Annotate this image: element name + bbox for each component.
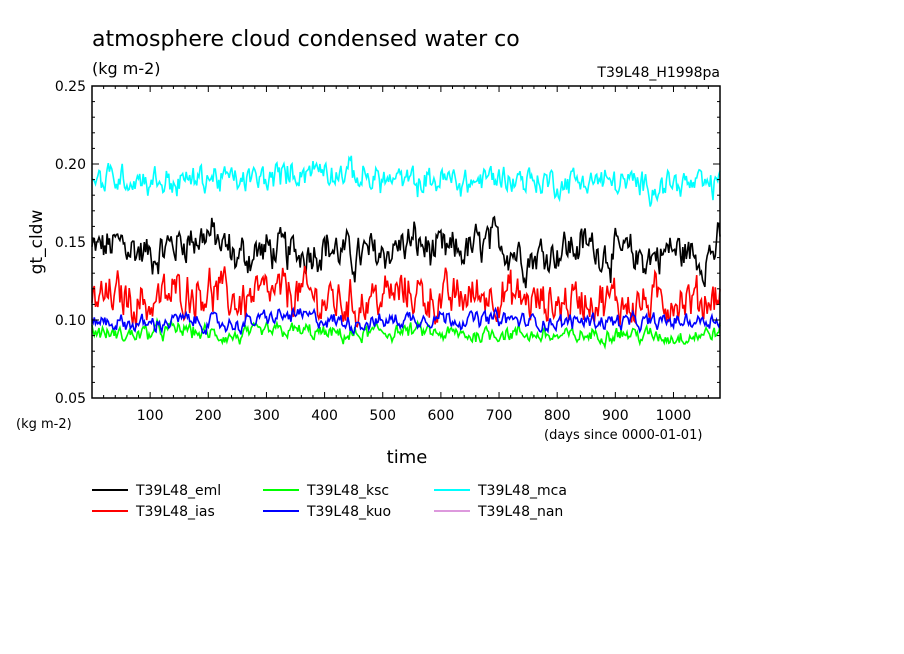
y-tick-label: 0.25 bbox=[55, 79, 86, 95]
x-tick-label: 300 bbox=[253, 408, 280, 424]
y-tick-label: 0.15 bbox=[55, 235, 86, 251]
x-tick-label: 700 bbox=[486, 408, 513, 424]
plot-frame bbox=[91, 85, 721, 399]
legend-label: T39L48_nan bbox=[477, 504, 563, 520]
x-tick-label: 500 bbox=[369, 408, 396, 424]
series-line-t39l48-eml bbox=[91, 215, 721, 289]
y-axis-label: gt_cldw bbox=[27, 210, 47, 275]
legend-label: T39L48_eml bbox=[135, 483, 221, 499]
legend-label: T39L48_mca bbox=[477, 483, 567, 499]
series-line-t39l48-ksc bbox=[91, 316, 721, 350]
chart-subtitle: (kg m-2) bbox=[92, 59, 161, 78]
x-tick-label: 800 bbox=[544, 408, 571, 424]
legend: T39L48_eml T39L48_ias T39L48_ksc T39L48_kuo… bbox=[92, 483, 567, 520]
series-line-t39l48-mca bbox=[91, 155, 721, 207]
series-line-t39l48-kuo bbox=[91, 306, 721, 336]
legend-label: T39L48_kuo bbox=[306, 504, 391, 520]
x-tick-label: 600 bbox=[428, 408, 455, 424]
x-units-label: (days since 0000-01-01) bbox=[544, 428, 702, 443]
chart-title: atmosphere cloud condensed water co bbox=[92, 27, 520, 52]
series-line-t39l48-ias bbox=[91, 265, 721, 328]
x-tick-label: 900 bbox=[602, 408, 629, 424]
y-tick-label: 0.05 bbox=[55, 391, 86, 407]
y-tick-label: 0.10 bbox=[55, 313, 86, 329]
ticks-layer: 100 200 300 400 500 600 700 800 900 1000 0.05 0.10 0… bbox=[55, 79, 720, 424]
y-tick-label: 0.20 bbox=[55, 157, 86, 173]
x-tick-label: 100 bbox=[137, 408, 164, 424]
x-axis-label: time bbox=[387, 447, 428, 468]
x-tick-label: 1000 bbox=[656, 408, 692, 424]
run-label: T39L48_H1998pa bbox=[596, 65, 720, 81]
x-tick-label: 200 bbox=[195, 408, 222, 424]
series-layer bbox=[91, 155, 721, 350]
legend-label: T39L48_ksc bbox=[306, 483, 389, 499]
y-units-label: (kg m-2) bbox=[16, 417, 72, 432]
legend-label: T39L48_ias bbox=[135, 504, 215, 520]
x-tick-label: 400 bbox=[311, 408, 338, 424]
